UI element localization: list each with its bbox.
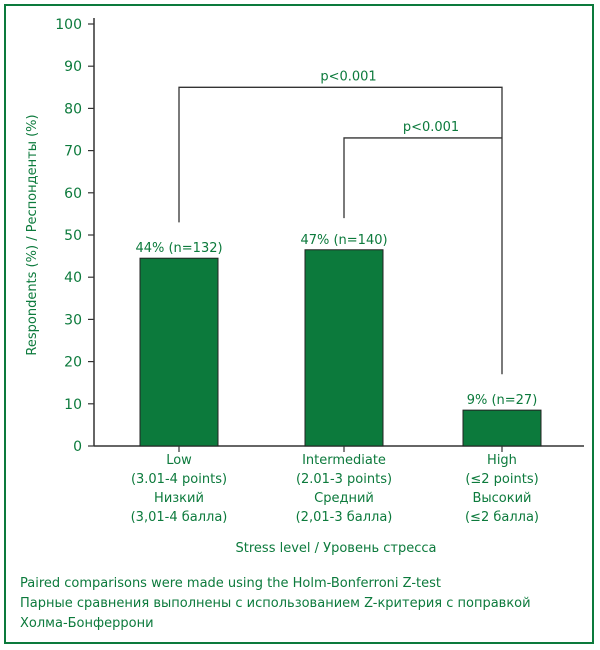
bar bbox=[304, 249, 384, 447]
x-category-label: Low bbox=[166, 453, 192, 468]
x-category-label: Высокий bbox=[472, 491, 531, 506]
bar-data-label: 9% (n=27) bbox=[467, 393, 538, 408]
x-category-label: (≤2 балла) bbox=[465, 510, 539, 525]
x-category-label: Низкий bbox=[154, 491, 204, 506]
footnote-line-3: Холма-Бонферрони bbox=[20, 616, 154, 631]
x-category-label: (2,01-3 балла) bbox=[296, 510, 393, 525]
data-labels: 44% (n=132) 47% (n=140) 9% (n=27) bbox=[135, 233, 537, 408]
x-category-label: (3,01-4 балла) bbox=[131, 510, 228, 525]
bar-data-label: 47% (n=140) bbox=[300, 233, 387, 248]
figure-frame: 0 10 20 30 40 50 60 70 80 90 100 44% (n=132) 47% (n… bbox=[4, 4, 594, 644]
comparison-bracket bbox=[178, 86, 503, 375]
comparison-brackets: p<0.001 p<0.001 bbox=[178, 69, 503, 375]
x-category-labels: Low (3.01-4 points) Низкий (3,01-4 балла) In… bbox=[131, 446, 539, 525]
footnote-line-2: Парные сравнения выполнены с использован… bbox=[20, 596, 531, 611]
y-tick-label: 30 bbox=[64, 312, 82, 328]
y-tick-label: 10 bbox=[64, 397, 82, 413]
y-tick-label: 50 bbox=[64, 228, 82, 244]
bars bbox=[139, 249, 542, 447]
y-tick-label: 100 bbox=[55, 17, 82, 33]
x-category-label: High bbox=[487, 453, 517, 468]
comparison-bracket bbox=[343, 137, 502, 219]
x-category-label: (2.01-3 points) bbox=[296, 472, 392, 487]
bar bbox=[139, 257, 219, 447]
x-category-label: (3.01-4 points) bbox=[131, 472, 227, 487]
footnote-line-1: Paired comparisons were made using the H… bbox=[20, 576, 441, 591]
x-category-label: (≤2 points) bbox=[465, 472, 538, 487]
y-tick-label: 60 bbox=[64, 186, 82, 202]
y-axis: 0 10 20 30 40 50 60 70 80 90 100 bbox=[55, 17, 584, 455]
y-tick-label: 80 bbox=[64, 101, 82, 117]
x-category-label: Средний bbox=[314, 491, 374, 506]
p-value-label: p<0.001 bbox=[320, 69, 376, 84]
bar bbox=[462, 409, 542, 447]
y-tick-label: 90 bbox=[64, 59, 82, 75]
y-tick-label: 20 bbox=[64, 355, 82, 371]
y-axis-label: Respondents (%) / Респонденты (%) bbox=[25, 114, 40, 355]
p-value-label: p<0.001 bbox=[403, 120, 459, 135]
y-tick-label: 70 bbox=[64, 144, 82, 160]
x-axis-label: Stress level / Уровень стресса bbox=[236, 541, 437, 556]
y-tick-label: 40 bbox=[64, 270, 82, 286]
x-category-label: Intermediate bbox=[302, 453, 386, 468]
y-tick-label: 0 bbox=[73, 439, 82, 455]
bar-data-label: 44% (n=132) bbox=[135, 241, 222, 256]
bar-chart: 0 10 20 30 40 50 60 70 80 90 100 44% (n=132) 47% (n… bbox=[25, 17, 584, 556]
